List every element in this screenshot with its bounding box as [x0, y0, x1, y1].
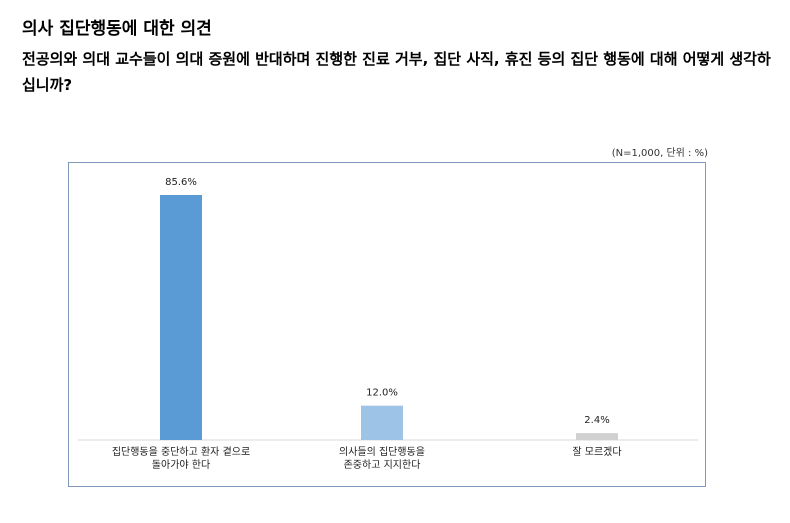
bar-2	[361, 405, 403, 440]
survey-question: 전공의와 의대 교수들이 의대 증원에 반대하며 진행한 진료 거부, 집단 사…	[22, 50, 771, 94]
chart-frame	[68, 162, 706, 487]
data-label-3: 2.4%	[584, 415, 609, 426]
data-label-2: 12.0%	[366, 388, 398, 399]
bar-3	[576, 433, 618, 440]
category-label-1-line-2: 돌아가야 한다	[152, 459, 210, 471]
category-label-2-line-2: 존중하고 지지한다	[344, 458, 421, 471]
data-label-1: 85.6%	[165, 177, 197, 188]
chart-title: 의사 집단행동에 대한 의견	[22, 19, 212, 39]
category-label-3-line-1: 잘 모르겠다	[572, 446, 621, 458]
sample-note: (N=1,000, 단위 : %)	[611, 148, 708, 159]
category-label-1-line-1: 집단행동을 중단하고 환자 곁으로	[112, 445, 250, 458]
bar-1	[160, 195, 202, 440]
category-label-2-line-1: 의사들의 집단행동을	[339, 446, 425, 458]
